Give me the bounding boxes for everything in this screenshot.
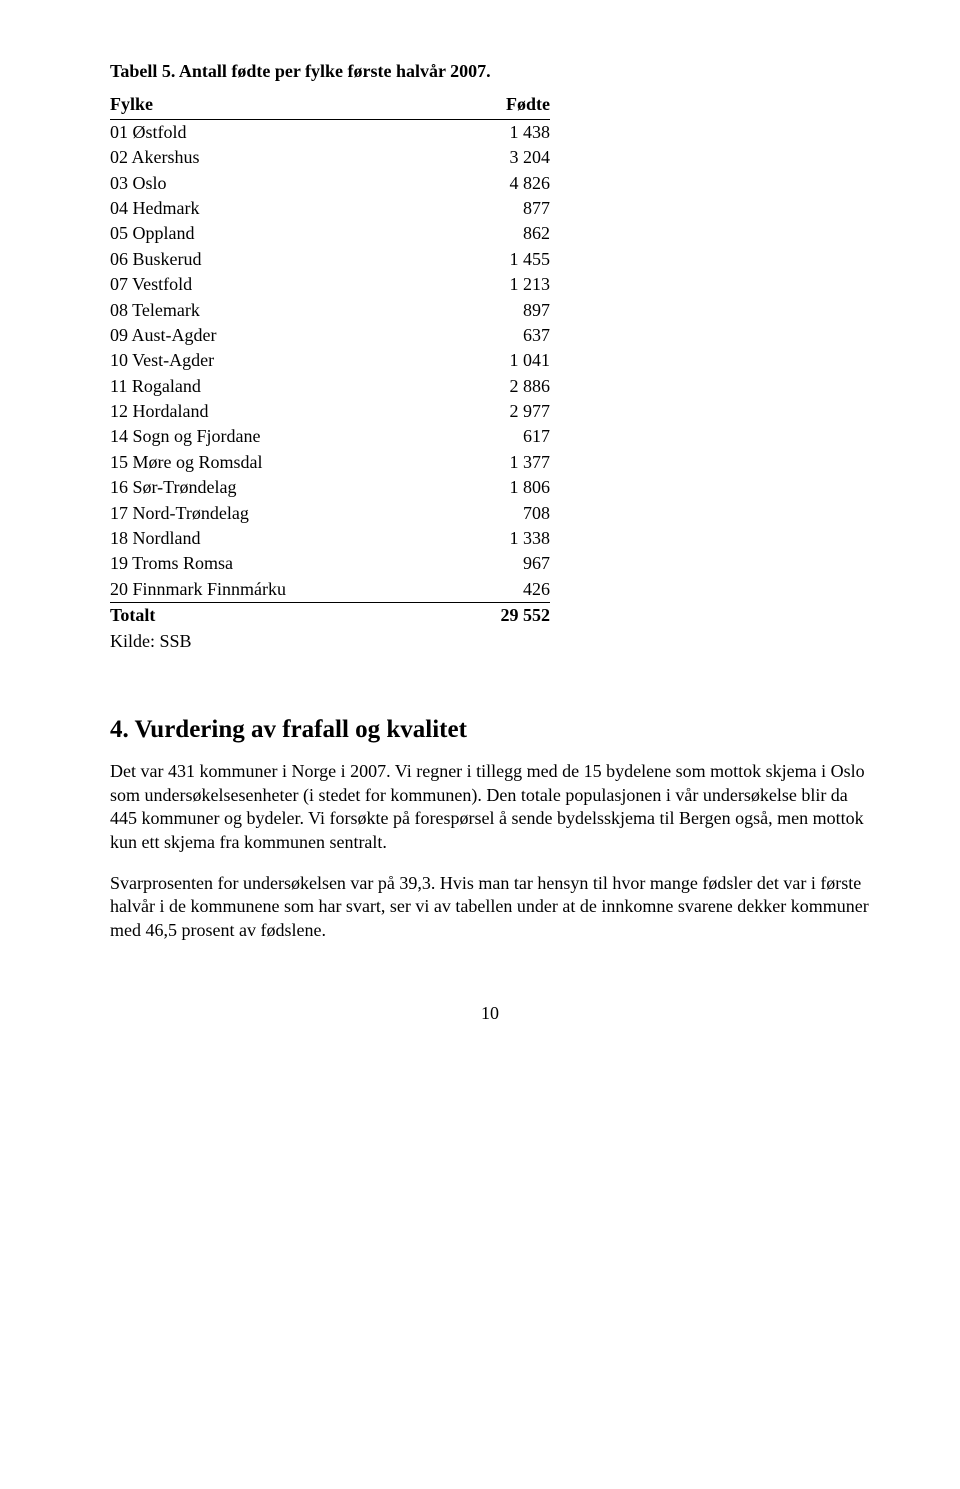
row-label: 18 Nordland (110, 526, 453, 551)
row-value: 617 (453, 424, 550, 449)
row-label: 10 Vest-Agder (110, 348, 453, 373)
table-row: 10 Vest-Agder1 041 (110, 348, 550, 373)
row-value: 1 806 (453, 475, 550, 500)
data-table: Fylke Fødte 01 Østfold1 43802 Akershus3 … (110, 91, 550, 654)
row-label: 14 Sogn og Fjordane (110, 424, 453, 449)
table-row: 02 Akershus3 204 (110, 145, 550, 170)
table-row: 15 Møre og Romsdal1 377 (110, 450, 550, 475)
row-value: 1 438 (453, 119, 550, 145)
row-value: 1 377 (453, 450, 550, 475)
table-row: 20 Finnmark Finnmárku426 (110, 577, 550, 603)
row-value: 877 (453, 196, 550, 221)
total-value: 29 552 (453, 603, 550, 629)
table-header-left: Fylke (110, 91, 453, 119)
table-row: 12 Hordaland2 977 (110, 399, 550, 424)
row-value: 862 (453, 221, 550, 246)
table-title: Tabell 5. Antall fødte per fylke første … (110, 60, 870, 83)
row-value: 2 886 (453, 374, 550, 399)
row-value: 897 (453, 298, 550, 323)
row-label: 16 Sør-Trøndelag (110, 475, 453, 500)
table-row: 16 Sør-Trøndelag1 806 (110, 475, 550, 500)
table-row: 01 Østfold1 438 (110, 119, 550, 145)
row-label: 08 Telemark (110, 298, 453, 323)
table-row: 07 Vestfold1 213 (110, 272, 550, 297)
row-label: 20 Finnmark Finnmárku (110, 577, 453, 603)
table-row: 03 Oslo4 826 (110, 171, 550, 196)
table-source-row: Kilde: SSB (110, 629, 550, 654)
row-label: 04 Hedmark (110, 196, 453, 221)
row-value: 637 (453, 323, 550, 348)
row-value: 967 (453, 551, 550, 576)
table-row: 08 Telemark897 (110, 298, 550, 323)
table-total-row: Totalt29 552 (110, 603, 550, 629)
row-label: 12 Hordaland (110, 399, 453, 424)
table-header-right: Fødte (453, 91, 550, 119)
body-paragraph-2: Svarprosenten for undersøkelsen var på 3… (110, 872, 870, 942)
table-row: 09 Aust-Agder637 (110, 323, 550, 348)
body-paragraph-1: Det var 431 kommuner i Norge i 2007. Vi … (110, 760, 870, 854)
row-label: 06 Buskerud (110, 247, 453, 272)
row-label: 17 Nord-Trøndelag (110, 501, 453, 526)
page-number: 10 (110, 1002, 870, 1025)
section-heading: 4. Vurdering av frafall og kvalitet (110, 714, 870, 747)
table-row: 19 Troms Romsa967 (110, 551, 550, 576)
row-value: 2 977 (453, 399, 550, 424)
row-label: 19 Troms Romsa (110, 551, 453, 576)
row-label: 02 Akershus (110, 145, 453, 170)
row-value: 1 213 (453, 272, 550, 297)
row-value: 1 041 (453, 348, 550, 373)
row-value: 3 204 (453, 145, 550, 170)
table-row: 18 Nordland1 338 (110, 526, 550, 551)
row-label: 03 Oslo (110, 171, 453, 196)
row-label: 11 Rogaland (110, 374, 453, 399)
row-value: 1 455 (453, 247, 550, 272)
row-value: 1 338 (453, 526, 550, 551)
total-label: Totalt (110, 603, 453, 629)
row-label: 15 Møre og Romsdal (110, 450, 453, 475)
table-row: 05 Oppland862 (110, 221, 550, 246)
row-label: 05 Oppland (110, 221, 453, 246)
table-source: Kilde: SSB (110, 629, 550, 654)
row-value: 4 826 (453, 171, 550, 196)
row-label: 09 Aust-Agder (110, 323, 453, 348)
table-row: 04 Hedmark877 (110, 196, 550, 221)
row-label: 01 Østfold (110, 119, 453, 145)
table-row: 06 Buskerud1 455 (110, 247, 550, 272)
table-row: 11 Rogaland2 886 (110, 374, 550, 399)
table-row: 17 Nord-Trøndelag708 (110, 501, 550, 526)
table-row: 14 Sogn og Fjordane617 (110, 424, 550, 449)
row-value: 708 (453, 501, 550, 526)
row-label: 07 Vestfold (110, 272, 453, 297)
row-value: 426 (453, 577, 550, 603)
